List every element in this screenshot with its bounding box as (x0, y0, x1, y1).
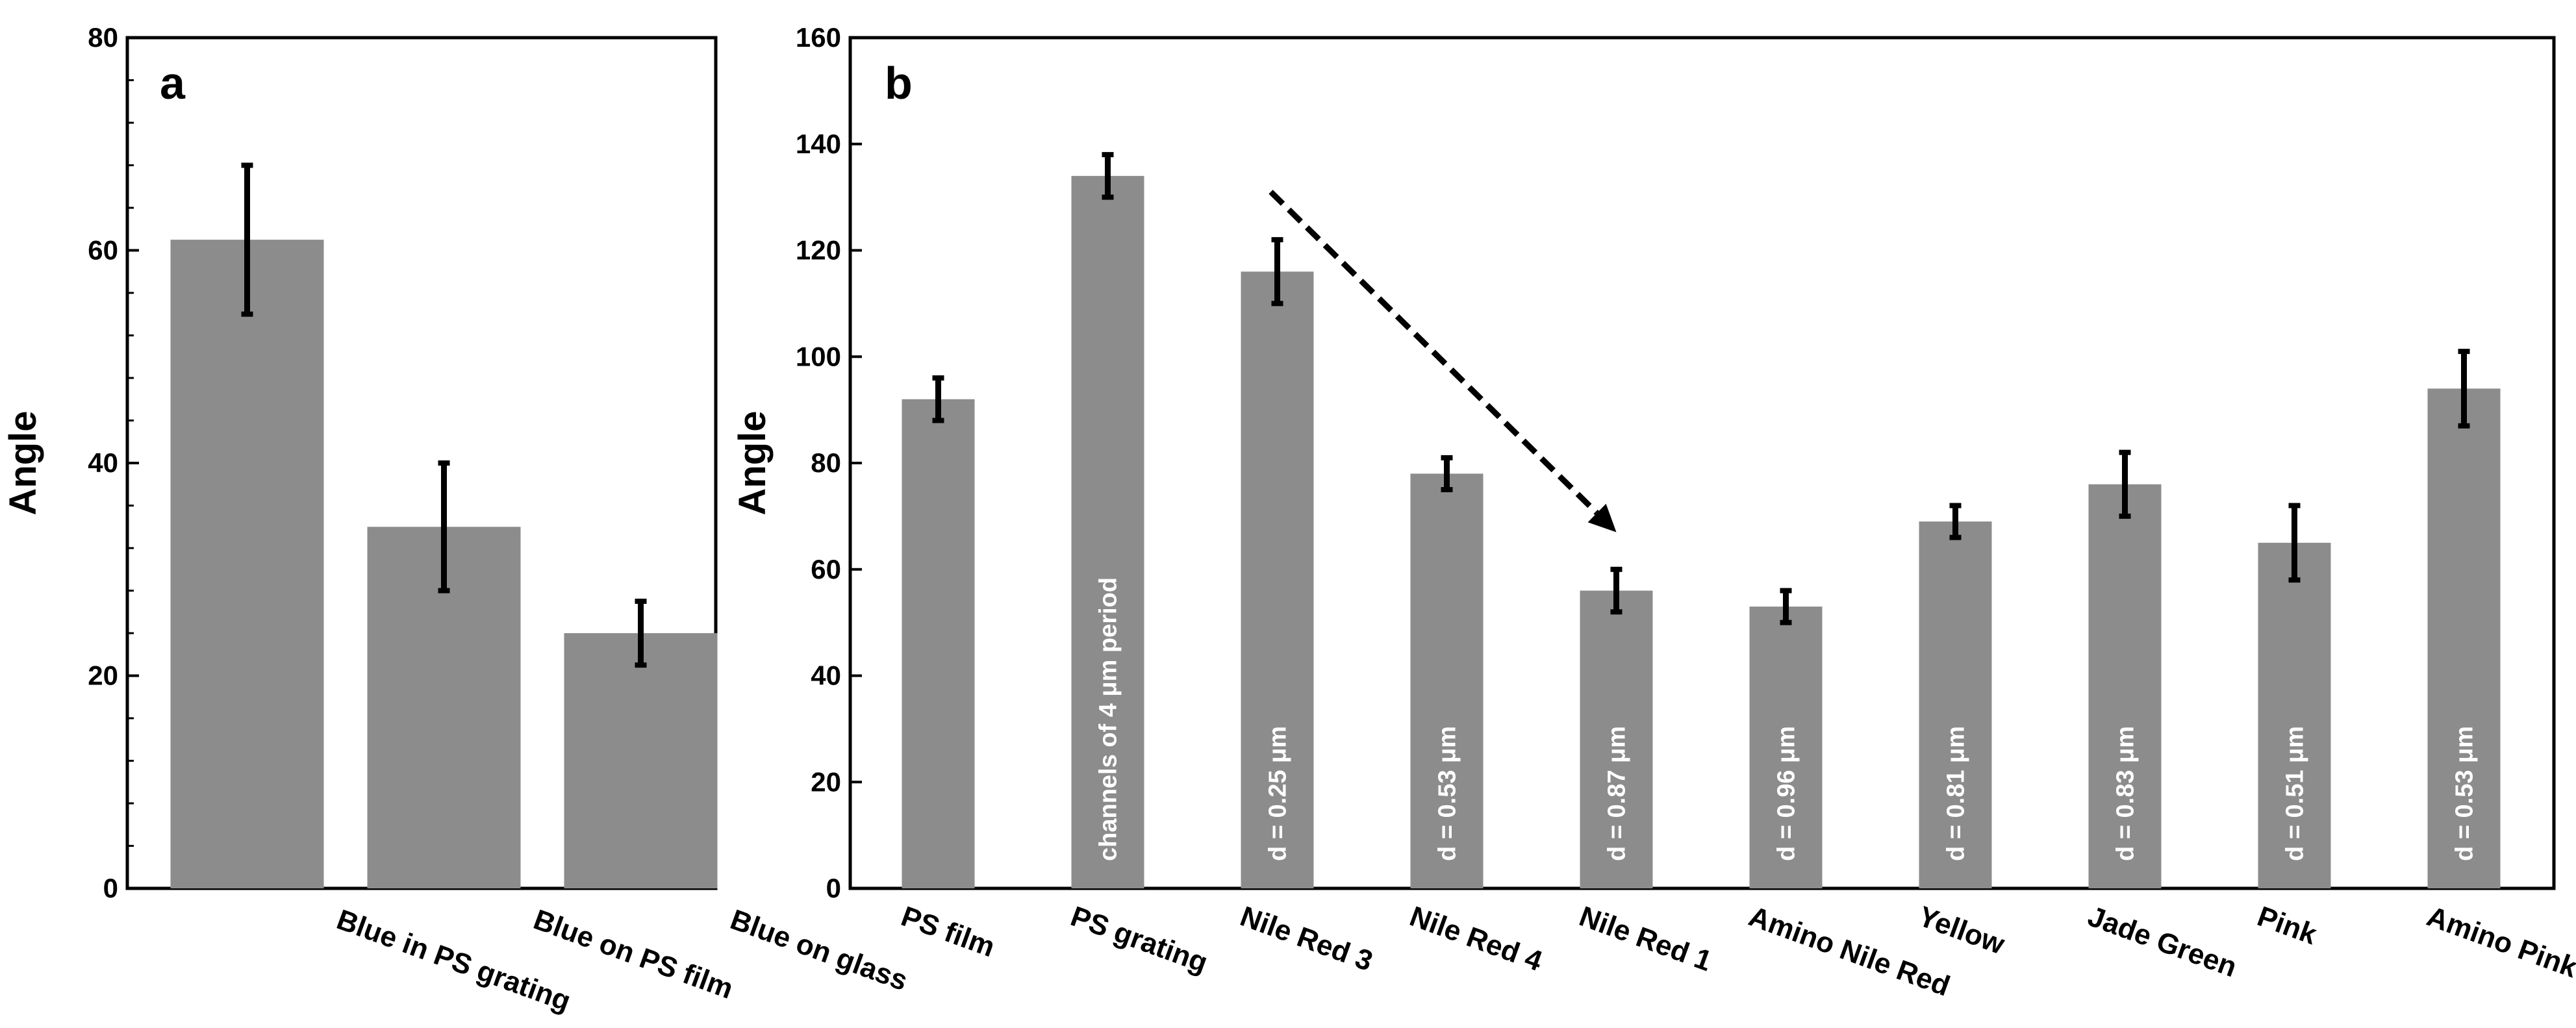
x-category-label: Amino Pink (2423, 900, 2576, 984)
arrow-head (1587, 503, 1617, 533)
bar-inner-label: d = 0.87 μm (1604, 726, 1631, 861)
y-tick-label: 60 (88, 235, 118, 266)
y-tick-label: 20 (88, 660, 118, 691)
panel-label: b (885, 58, 913, 108)
bar (1071, 175, 1144, 888)
y-tick-label: 140 (796, 129, 841, 159)
x-category-label: Nile Red 1 (1575, 900, 1716, 977)
dashed-trend-arrow (1269, 190, 1599, 516)
bar-inner-label: channels of 4 μm period (1095, 577, 1122, 861)
x-category-label: Nile Red 3 (1236, 900, 1377, 977)
y-tick-label: 100 (796, 341, 841, 371)
x-category-label: PS grating (1067, 900, 1212, 979)
y-tick-label: 160 (796, 22, 841, 53)
y-tick-label: 40 (88, 447, 118, 478)
bar (170, 240, 324, 888)
x-category-label: PS film (897, 900, 999, 963)
panel-label: a (160, 58, 186, 108)
bar (1410, 473, 1484, 888)
y-tick-label: 40 (811, 660, 841, 691)
bar-inner-label: d = 0.53 μm (1434, 726, 1461, 861)
bar-inner-label: d = 0.81 μm (1943, 726, 1970, 861)
bar-inner-label: d = 0.53 μm (2451, 726, 2479, 861)
y-tick-label: 80 (811, 447, 841, 478)
bar (1749, 607, 1823, 888)
bar-inner-label: d = 0.25 μm (1265, 726, 1292, 861)
bar (1919, 521, 1992, 888)
bar-inner-label: d = 0.83 μm (2112, 726, 2140, 861)
x-category-label: Pink (2253, 900, 2321, 951)
y-tick-label: 60 (811, 554, 841, 584)
bar (1580, 590, 1653, 888)
y-axis-label: Angle (2, 410, 44, 515)
x-category-label: Nile Red 4 (1406, 900, 1547, 977)
bar (564, 633, 718, 888)
y-tick-label: 20 (811, 766, 841, 797)
bar (902, 399, 975, 888)
bar (2258, 542, 2331, 888)
y-tick-label: 120 (796, 235, 841, 266)
bar (2088, 484, 2162, 888)
y-tick-label: 0 (103, 873, 118, 903)
x-category-label: Jade Green (2084, 900, 2241, 983)
bar (2427, 388, 2501, 888)
panel-b-chart: 0 20 40 60 80 100 120 140 160 Angle b PS film PS gra… (731, 22, 2576, 1003)
bar-inner-label: d = 0.51 μm (2282, 726, 2309, 861)
y-tick-label: 0 (826, 873, 841, 903)
bar-inner-label: d = 0.96 μm (1773, 726, 1800, 861)
x-category-label: Yellow (1914, 900, 2009, 960)
y-axis-label: Angle (731, 410, 774, 515)
x-category-label: Blue on glass (726, 903, 912, 997)
bar (1241, 271, 1314, 888)
y-tick-label: 80 (88, 22, 118, 53)
